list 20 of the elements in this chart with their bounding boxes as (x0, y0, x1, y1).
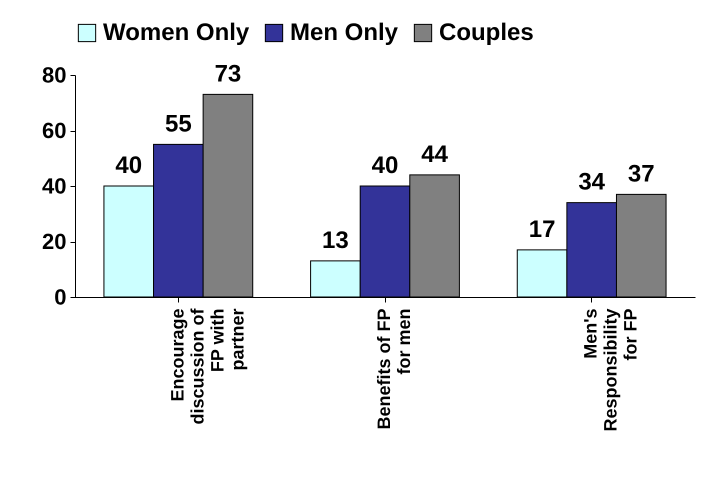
legend-label: Couples (439, 19, 534, 46)
data-label: 44 (421, 140, 449, 168)
x-tick-label: Men's Responsibility for FP (580, 308, 641, 432)
y-tick-label: 60 (42, 118, 66, 143)
data-label: 17 (528, 216, 556, 243)
legend-label: Men Only (290, 19, 399, 46)
y-tick-label: 0 (54, 284, 66, 310)
data-label: 13 (322, 226, 349, 254)
data-label: 37 (628, 160, 655, 188)
x-tick-label: Encourage discussion of FP with partner (167, 307, 248, 425)
data-label: 73 (214, 60, 242, 88)
data-label: 34 (578, 168, 606, 196)
data-label: 40 (372, 152, 398, 179)
y-tick-label: 20 (42, 229, 66, 254)
y-tick-label: 40 (42, 174, 66, 198)
y-tick-label: 80 (42, 62, 66, 88)
data-label: 55 (164, 110, 192, 138)
x-tick-label: Benefits of FP for men (374, 308, 414, 430)
legend-label: Women Only (103, 19, 250, 46)
data-label: 40 (115, 152, 142, 179)
